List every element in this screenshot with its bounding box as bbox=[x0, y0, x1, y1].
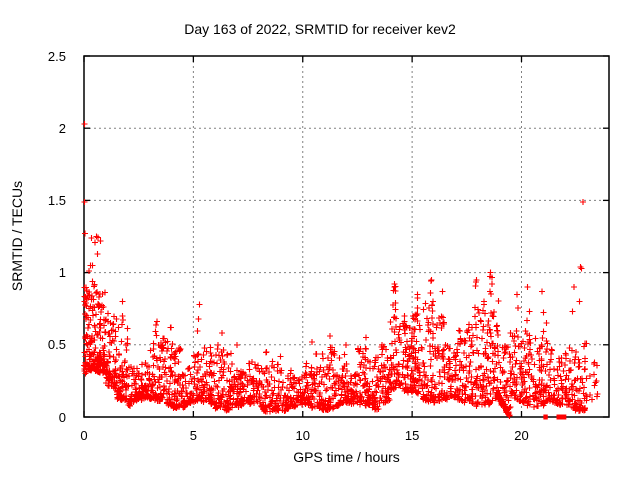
plot-border bbox=[83, 55, 610, 418]
y-tick-label-0: 0 bbox=[58, 409, 66, 425]
x-tick-label-5: 5 bbox=[189, 428, 197, 443]
x-axis-label: GPS time / hours bbox=[293, 449, 400, 465]
chart-title: Day 163 of 2022, SRMTID for receiver kev… bbox=[184, 21, 456, 37]
x-tick-label-10: 10 bbox=[295, 428, 310, 443]
y-tick-label-1.5: 1.5 bbox=[47, 192, 66, 208]
zero-level-block bbox=[556, 414, 567, 420]
y-tick-label-2: 2 bbox=[58, 120, 66, 136]
scatter-points bbox=[81, 121, 601, 419]
x-tick-label-0: 0 bbox=[80, 428, 88, 443]
zero-level-block bbox=[543, 414, 548, 420]
y-tick-label-1: 1 bbox=[58, 265, 66, 281]
x-tick-label-15: 15 bbox=[404, 428, 420, 443]
y-tick-label-2.5: 2.5 bbox=[47, 48, 66, 64]
x-tick-label-20: 20 bbox=[514, 428, 529, 443]
y-tick-label-0.5: 0.5 bbox=[47, 337, 66, 353]
